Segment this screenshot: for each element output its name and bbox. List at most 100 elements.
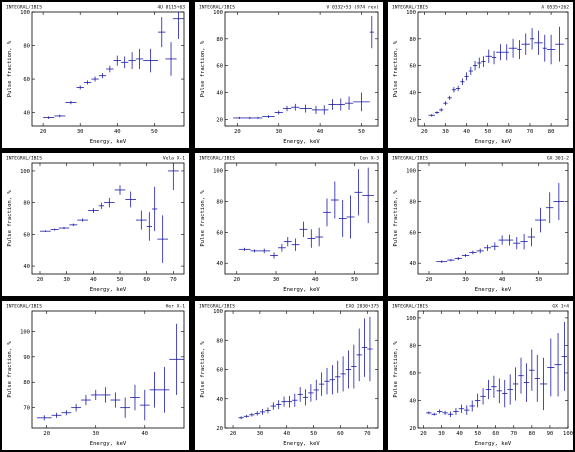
x-tick-label: 80 <box>548 129 555 135</box>
plot-frame <box>224 310 379 429</box>
data-point <box>447 411 454 417</box>
data-point <box>436 409 443 414</box>
data-point <box>282 105 292 112</box>
data-series <box>40 163 179 263</box>
source-name: GX 1+4 <box>552 304 569 310</box>
data-point <box>535 207 547 233</box>
y-tick-label: 80 <box>216 37 223 43</box>
data-point <box>513 237 521 250</box>
data-point <box>508 38 518 58</box>
x-tick-label: 50 <box>358 129 365 135</box>
x-tick-label: 50 <box>535 277 542 283</box>
data-point <box>51 412 62 418</box>
data-point <box>498 235 506 245</box>
x-tick-label: 20 <box>40 129 47 135</box>
data-point <box>456 85 461 92</box>
chart-svg: INTEGRAL/IBIS 4U 0115+63 20 30 40 50 40 60 80 100… <box>6 5 185 146</box>
data-point <box>76 85 84 90</box>
data-point <box>168 163 179 190</box>
x-tick-label: 40 <box>463 129 470 135</box>
data-series <box>238 316 373 420</box>
chart-panel: INTEGRAL/IBIS EXO 2030+375 20 30 40 50 60 70 20 4… <box>195 301 383 450</box>
x-tick-label: 20 <box>421 129 428 135</box>
instrument-label: INTEGRAL/IBIS <box>392 156 428 162</box>
y-tick-label: 60 <box>216 368 223 374</box>
x-tick-label: 100 <box>563 431 573 437</box>
data-point <box>65 100 77 105</box>
data-series <box>436 183 565 263</box>
x-axis-title: Energy, keV <box>475 441 512 447</box>
data-point <box>451 87 457 93</box>
x-tick-label: 40 <box>317 129 324 135</box>
instrument-label: INTEGRAL/IBIS <box>6 156 42 162</box>
x-tick-label: 20 <box>420 431 427 437</box>
source-name: 4U 0115+63 <box>157 5 185 11</box>
data-point <box>143 48 159 73</box>
data-point <box>233 116 246 120</box>
y-axis-title: Pulse fraction, % <box>200 40 206 97</box>
data-point <box>555 26 564 62</box>
y-tick-label: 40 <box>409 261 416 267</box>
y-axis-title: Pulse fraction, % <box>393 341 399 398</box>
data-point <box>362 167 375 224</box>
data-point <box>128 52 136 69</box>
data-point <box>157 215 168 263</box>
data-point <box>139 389 150 421</box>
y-tick-label: 60 <box>216 230 223 236</box>
data-point <box>356 328 362 382</box>
data-point <box>436 260 448 263</box>
chart-panel: INTEGRAL/IBIS GX 1+4 20 30 40 50 60 70 80 90 100 20… <box>388 301 573 450</box>
data-point <box>338 200 347 237</box>
data-point <box>270 402 276 410</box>
y-tick-label: 80 <box>409 37 416 43</box>
data-point <box>539 357 548 411</box>
data-point <box>113 55 121 66</box>
instrument-label: INTEGRAL/IBIS <box>199 5 235 11</box>
data-point <box>491 242 499 251</box>
x-axis-title: Energy, keV <box>283 441 320 447</box>
data-point <box>474 393 481 408</box>
x-axis-title: Energy, keV <box>475 139 512 145</box>
data-point <box>311 105 321 114</box>
data-point <box>469 400 475 412</box>
data-point <box>502 379 508 408</box>
data-point <box>61 410 72 416</box>
plot-frame <box>31 162 185 275</box>
data-point <box>491 375 497 398</box>
y-tick-label: 100 <box>213 10 223 16</box>
data-point <box>527 227 536 247</box>
x-tick-label: 30 <box>92 431 99 437</box>
data-point <box>283 237 292 247</box>
x-tick-label: 50 <box>117 277 124 283</box>
data-point <box>58 226 70 230</box>
data-point <box>330 181 339 219</box>
x-tick-label: 30 <box>273 277 280 283</box>
x-tick-label: 40 <box>312 277 319 283</box>
data-point <box>554 333 562 397</box>
data-point <box>238 247 251 251</box>
data-point <box>83 80 92 85</box>
data-point <box>169 323 184 395</box>
chart-svg: INTEGRAL/IBIS Vela X-1 20 30 40 50 60 70 40 60 80 1… <box>6 156 185 294</box>
y-tick-label: 60 <box>23 232 30 238</box>
data-point <box>104 197 115 208</box>
x-axis-title: Energy, keV <box>475 287 512 293</box>
data-point <box>546 34 556 65</box>
data-point <box>534 355 540 402</box>
data-point <box>159 366 170 413</box>
data-point <box>274 110 283 115</box>
x-tick-label: 80 <box>529 431 536 437</box>
data-point <box>329 365 336 395</box>
y-tick-label: 80 <box>216 200 223 206</box>
x-axis-title: Energy, keV <box>90 441 127 447</box>
y-tick-label: 20 <box>216 426 223 432</box>
data-point <box>561 322 568 391</box>
data-point <box>367 316 373 382</box>
x-tick-label: 30 <box>438 431 445 437</box>
x-tick-label: 40 <box>114 129 121 135</box>
data-point <box>265 407 271 414</box>
x-tick-label: 30 <box>275 129 282 135</box>
data-point <box>292 393 298 407</box>
x-tick-label: 30 <box>462 277 469 283</box>
y-tick-label: 40 <box>409 398 416 404</box>
